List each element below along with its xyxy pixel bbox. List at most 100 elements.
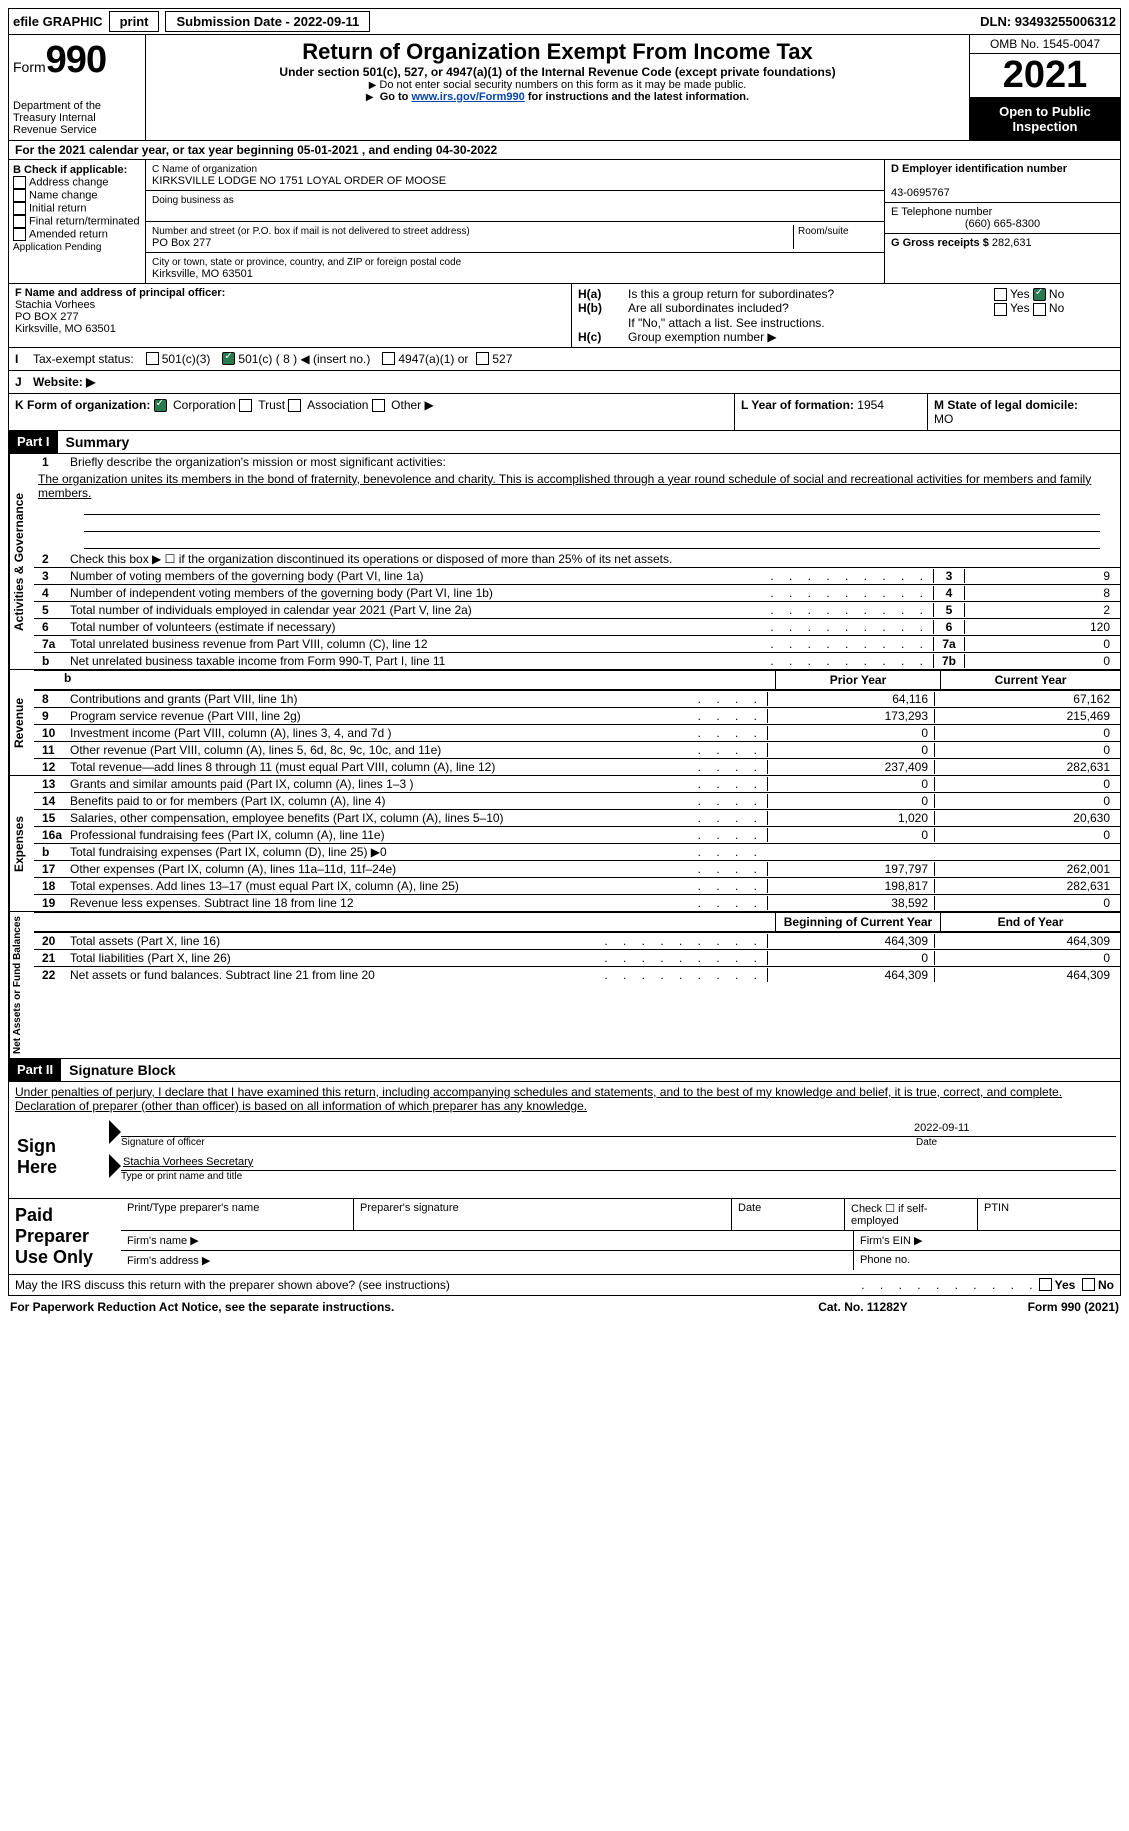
block-c: C Name of organization KIRKSVILLE LODGE … (146, 160, 884, 283)
ha-yes: Yes (1010, 287, 1030, 301)
open-public: Open to Public Inspection (970, 98, 1120, 140)
firm-addr-label: Firm's address ▶ (121, 1251, 854, 1270)
checkbox-501c3[interactable] (146, 352, 159, 365)
irs-link[interactable]: www.irs.gov/Form990 (411, 91, 524, 103)
l1-num: 1 (38, 455, 70, 469)
header-left: Form990 Department of the Treasury Inter… (9, 35, 146, 140)
lbl-initial: Initial return (29, 202, 86, 214)
l1-desc: Briefly describe the organization's miss… (70, 455, 1116, 469)
dba-label: Doing business as (152, 195, 234, 206)
ein-label: D Employer identification number (891, 163, 1067, 175)
website-j: J (15, 375, 33, 389)
gross-label: G Gross receipts $ (891, 237, 989, 249)
part2-badge: Part II (9, 1059, 61, 1081)
vlabel-governance: Activities & Governance (9, 454, 34, 669)
k-assoc: Association (307, 398, 368, 412)
form-subtitle: Under section 501(c), 527, or 4947(a)(1)… (154, 65, 961, 79)
entity-block: B Check if applicable: Address change Na… (8, 159, 1121, 284)
tax-year: 2021 (970, 54, 1120, 98)
lbl-name-change: Name change (29, 189, 98, 201)
exp-line-14: 14Benefits paid to or for members (Part … (34, 792, 1120, 809)
addr-label: Number and street (or P.O. box if mail i… (152, 226, 470, 237)
hb-yes-checkbox[interactable] (994, 303, 1007, 316)
street-address: PO Box 277 (152, 237, 211, 249)
rev-line-9: 9Program service revenue (Part VIII, lin… (34, 707, 1120, 724)
signature-section: Under penalties of perjury, I declare th… (8, 1082, 1121, 1199)
l-value: 1954 (857, 398, 884, 412)
hc-text: Group exemption number ▶ (628, 330, 1114, 344)
discuss-yes-checkbox[interactable] (1039, 1278, 1052, 1291)
vlabel-expenses: Expenses (9, 776, 34, 911)
gov-line-7a: 7aTotal unrelated business revenue from … (34, 635, 1120, 652)
net-line-22: 22Net assets or fund balances. Subtract … (34, 966, 1120, 983)
status-label: Tax-exempt status: (33, 352, 134, 366)
block-h: H(a) Is this a group return for subordin… (572, 284, 1120, 347)
block-d: D Employer identification number 43-0695… (884, 160, 1120, 283)
header-mid: Return of Organization Exempt From Incom… (146, 35, 969, 140)
ha-text: Is this a group return for subordinates? (628, 287, 994, 301)
declaration: Under penalties of perjury, I declare th… (9, 1082, 1120, 1116)
checkbox-other[interactable] (372, 399, 385, 412)
rev-line-10: 10Investment income (Part VIII, column (… (34, 724, 1120, 741)
exp-line-15: 15Salaries, other compensation, employee… (34, 809, 1120, 826)
blank-line-2 (84, 517, 1100, 532)
hb-no-checkbox[interactable] (1033, 303, 1046, 316)
end-year-hdr: End of Year (940, 913, 1120, 931)
tel-label: E Telephone number (891, 206, 992, 218)
part2-header-row: Part II Signature Block (8, 1059, 1121, 1082)
gov-line-5: 5Total number of individuals employed in… (34, 601, 1120, 618)
sig-arrow-2 (109, 1154, 121, 1178)
netassets-section: Net Assets or Fund Balances Beginning of… (8, 912, 1121, 1059)
paperwork-notice: For Paperwork Reduction Act Notice, see … (10, 1300, 818, 1314)
dln: DLN: 93493255006312 (980, 14, 1116, 29)
form-label: Form (13, 59, 46, 75)
checkbox-4947[interactable] (382, 352, 395, 365)
ha-no-checkbox[interactable] (1033, 288, 1046, 301)
gov-line-7b: bNet unrelated business taxable income f… (34, 652, 1120, 669)
checkbox-assoc[interactable] (288, 399, 301, 412)
checkbox-name-change[interactable] (13, 189, 26, 202)
checkbox-initial[interactable] (13, 202, 26, 215)
typed-label: Type or print name and title (121, 1171, 1116, 1182)
expenses-section: Expenses 13Grants and similar amounts pa… (8, 776, 1121, 912)
sig-date: 2022-09-11 (914, 1122, 1114, 1134)
ha-yes-checkbox[interactable] (994, 288, 1007, 301)
org-name: KIRKSVILLE LODGE NO 1751 LOYAL ORDER OF … (152, 175, 446, 187)
checkbox-address-change[interactable] (13, 176, 26, 189)
discuss-no-checkbox[interactable] (1082, 1278, 1095, 1291)
officer-addr1: PO BOX 277 (15, 311, 79, 323)
checkbox-trust[interactable] (239, 399, 252, 412)
mission-statement: The organization unites its members in t… (34, 470, 1120, 500)
exp-line-16a: 16aProfessional fundraising fees (Part I… (34, 826, 1120, 843)
block-b: B Check if applicable: Address change Na… (9, 160, 146, 283)
opt-527: 527 (492, 352, 512, 366)
checkbox-corp[interactable] (154, 399, 167, 412)
form-title: Return of Organization Exempt From Incom… (154, 39, 961, 65)
checkbox-527[interactable] (476, 352, 489, 365)
goto-prefix: Go to (380, 91, 412, 103)
opt-501c3: 501(c)(3) (162, 352, 211, 366)
exp-line-19: 19Revenue less expenses. Subtract line 1… (34, 894, 1120, 911)
checkbox-501c[interactable] (222, 352, 235, 365)
hb-yes: Yes (1010, 301, 1030, 315)
opt-501c: 501(c) ( 8 ) ◀ (insert no.) (238, 352, 370, 366)
submission-date: Submission Date - 2022-09-11 (165, 11, 370, 32)
block-b-header: B Check if applicable: (13, 164, 127, 176)
checkbox-final[interactable] (13, 215, 26, 228)
kl-row: K Form of organization: Corporation Trus… (8, 394, 1121, 431)
blank-line-3 (84, 534, 1100, 549)
k-label: K Form of organization: (15, 398, 150, 412)
gov-line-3: 3Number of voting members of the governi… (34, 567, 1120, 584)
goto-note: Go to www.irs.gov/Form990 for instructio… (154, 91, 961, 103)
exp-line-b: bTotal fundraising expenses (Part IX, co… (34, 843, 1120, 860)
firm-ein-label: Firm's EIN ▶ (854, 1231, 1120, 1250)
print-button[interactable]: print (109, 11, 160, 32)
tax-status-row: I Tax-exempt status: 501(c)(3) 501(c) ( … (8, 348, 1121, 371)
hb-no: No (1049, 301, 1064, 315)
k-corp: Corporation (173, 398, 236, 412)
checkbox-amended[interactable] (13, 228, 26, 241)
rev-line-11: 11Other revenue (Part VIII, column (A), … (34, 741, 1120, 758)
rev-line-12: 12Total revenue—add lines 8 through 11 (… (34, 758, 1120, 775)
curr-year-hdr: Current Year (940, 671, 1120, 689)
typed-name: Stachia Vorhees Secretary (121, 1154, 1116, 1171)
